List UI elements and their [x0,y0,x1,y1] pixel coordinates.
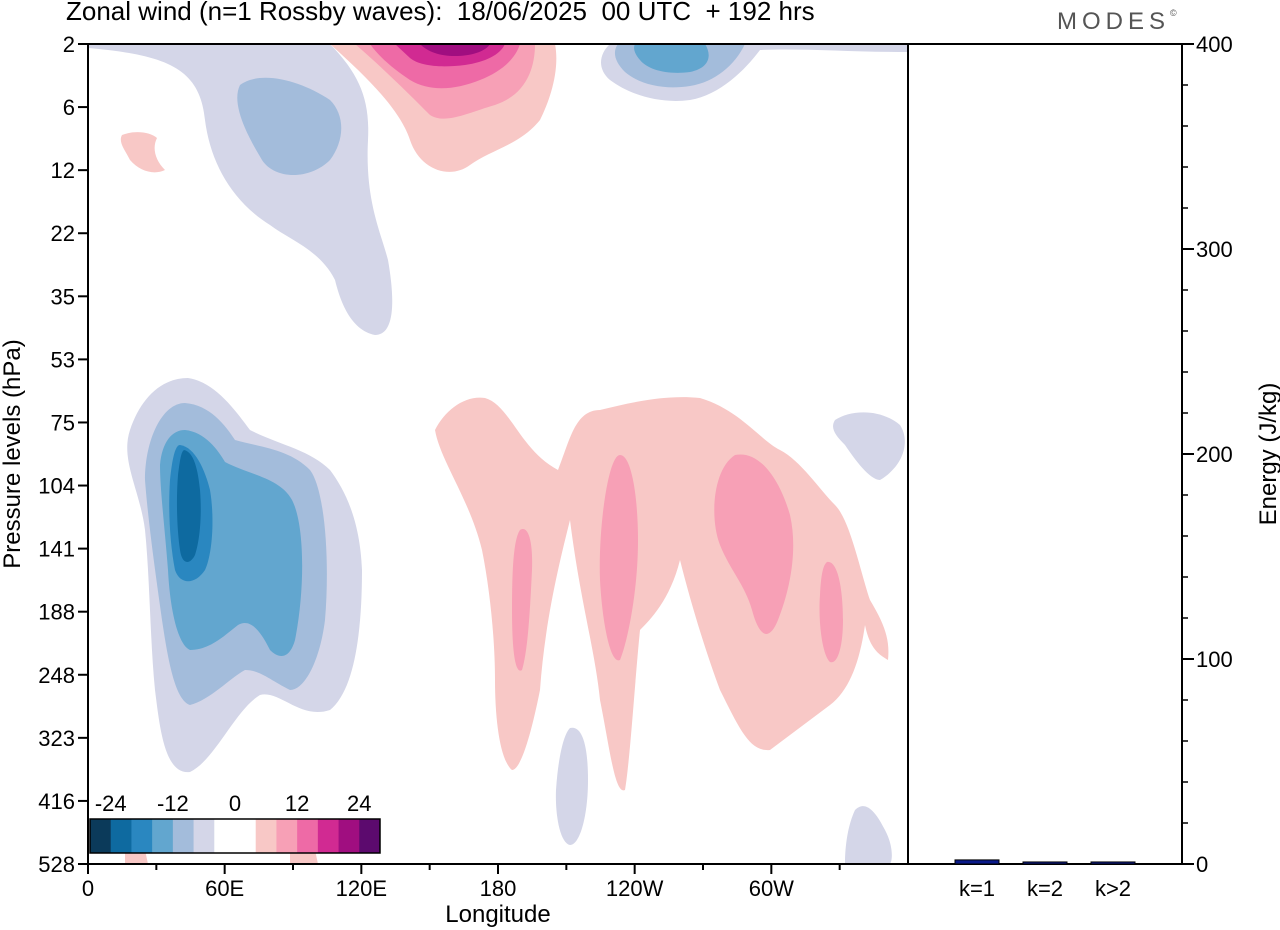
longitude-tick-label: 120W [606,876,664,901]
energy-tick-label: 200 [1196,442,1233,467]
energy-axis: 0 100 200 300 400 [1182,32,1233,877]
longitude-tick-label: 0 [82,876,94,901]
pressure-tick-label: 53 [51,347,75,372]
energy-axis-title: Energy (J/kg) [1255,383,1280,526]
contour-neg-lower-right-2 [845,806,892,864]
colorbar-swatch [172,819,195,853]
brand-mark: © [1170,8,1177,18]
longitude-tick-label: 180 [480,876,517,901]
colorbar-label: -12 [157,791,189,816]
pressure-tick-label: 248 [38,663,75,688]
energy-tick-label: 400 [1196,32,1233,57]
colorbar-label: 24 [347,791,371,816]
contour-pos-lower-2b [599,455,638,661]
contour-pos-lower-2d [819,561,843,663]
pressure-axis: 2 6 12 22 35 53 75 104 141 188 248 323 416 528 [38,32,88,877]
contour-field [88,44,908,864]
colorbar-swatch [193,819,215,853]
colorbar-swatch [152,819,174,853]
contour-neg-top-right-3 [634,44,709,73]
pressure-tick-label: 141 [38,537,75,562]
y-axis-title: Pressure levels (hPa) [0,339,26,568]
longitude-axis: 0 60E 120E 180 120W 60W [82,864,841,901]
colorbar-label: -24 [95,791,127,816]
pressure-tick-label: 104 [38,474,75,499]
colorbar-swatch [338,819,360,853]
energy-category-label: k=1 [959,876,995,901]
colorbar-swatch [90,819,112,853]
contour-pos-lower-2c [714,454,794,634]
colorbar-frame [89,818,381,854]
colorbar-swatch [255,819,277,853]
energy-category-label: k>2 [1095,876,1131,901]
longitude-tick-label: 60W [749,876,794,901]
contour-neg-lower-right-3 [555,727,588,845]
colorbar-swatch [110,819,132,853]
contour-pos-top-5 [420,44,490,56]
colorbar-label: 12 [285,791,309,816]
colorbar-swatch [235,819,257,853]
colorbar-label: 0 [229,791,241,816]
contour-neg-upper-inner [237,77,342,175]
longitude-tick-label: 120E [336,876,387,901]
brand-logo: MODES© [1057,8,1177,36]
pressure-tick-label: 323 [38,726,75,751]
colorbar-swatch [214,819,236,853]
energy-bar-panel: 0 100 200 300 400 k=1 k=2 k>2 Energy (J/kg) [907,32,1280,901]
colorbar-swatch [276,819,298,853]
pressure-tick-label: 2 [63,32,75,57]
pressure-tick-label: 22 [51,221,75,246]
contour-neg-lower-right-1 [833,412,905,480]
longitude-tick-label: 60E [205,876,244,901]
pressure-tick-label: 6 [63,95,75,120]
pressure-tick-label: 75 [51,410,75,435]
colorbar: -24 -12 0 12 24 [89,791,381,854]
pressure-tick-label: 35 [51,284,75,309]
pressure-tick-label: 188 [38,600,75,625]
contour-pos-small-left [120,132,165,173]
brand-name: MODES [1057,8,1171,35]
energy-tick-label: 0 [1196,852,1208,877]
x-axis-title: Longitude [445,901,550,928]
contour-neg-lower-5 [176,450,201,562]
chart-title: Zonal wind (n=1 Rossby waves): 18/06/202… [66,0,815,26]
energy-tick-label: 300 [1196,237,1233,262]
pressure-tick-label: 528 [38,852,75,877]
contour-pos-lower-2a [512,529,533,671]
pressure-tick-label: 12 [51,158,75,183]
energy-bar [1022,861,1068,865]
energy-category-label: k=2 [1027,876,1063,901]
energy-bars: k=1 k=2 k>2 [954,859,1136,901]
energy-bar [1090,861,1136,865]
energy-tick-label: 100 [1196,647,1233,672]
colorbar-swatch [297,819,319,853]
energy-bar [954,859,1000,865]
colorbar-swatch [359,819,381,853]
colorbar-swatch [131,819,153,853]
pressure-tick-label: 416 [38,789,75,814]
colorbar-swatch [317,819,340,853]
